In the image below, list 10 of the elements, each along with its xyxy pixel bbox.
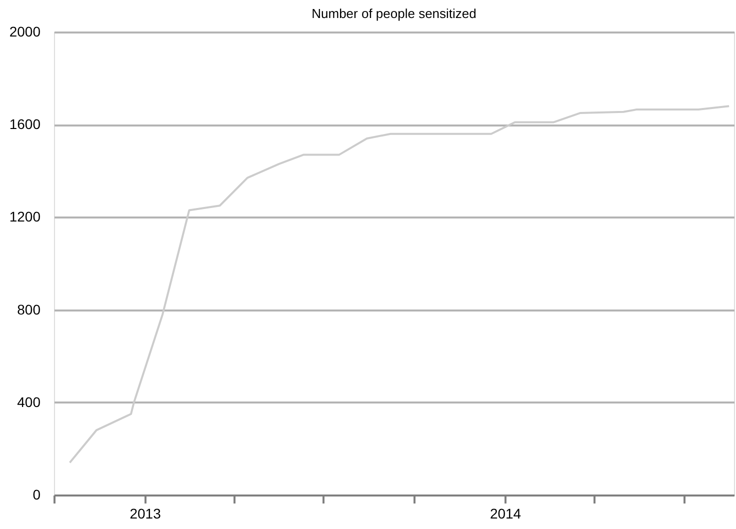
chart-title: Number of people sensitized: [312, 6, 476, 21]
y-tick-label: 800: [17, 301, 41, 318]
y-tick-label: 1200: [9, 208, 41, 225]
x-tick-label: 2014: [490, 506, 522, 522]
y-tick-label: 400: [17, 394, 41, 410]
line-series: [68, 105, 730, 464]
y-tick-label: 2000: [9, 24, 41, 40]
y-tick-label: 1600: [9, 116, 41, 132]
y-tick-label: 0: [32, 486, 41, 502]
x-tick-label: 2013: [130, 506, 162, 522]
